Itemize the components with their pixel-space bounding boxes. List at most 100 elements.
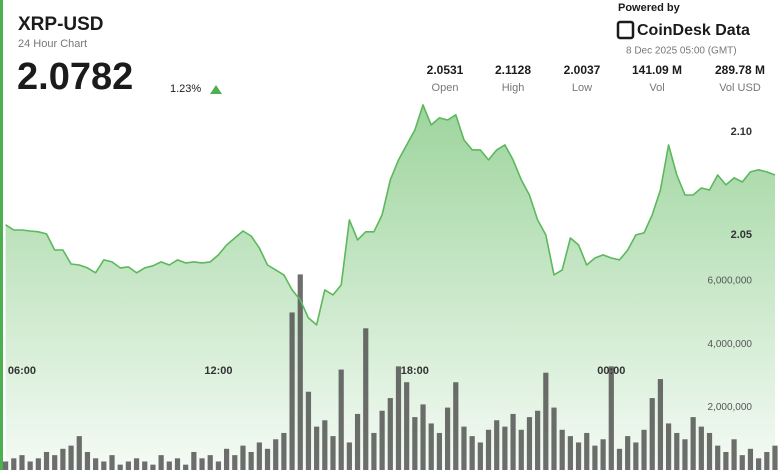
volume-bar: [191, 451, 197, 470]
x-tick-label: 06:00: [8, 365, 36, 377]
volume-bar: [379, 410, 385, 470]
stat-label: Low: [572, 82, 592, 94]
volume-bar: [240, 445, 246, 470]
volume-bar: [281, 432, 287, 470]
volume-bar: [526, 417, 533, 470]
volume-bar: [363, 328, 369, 470]
stat-label: High: [502, 82, 525, 94]
volume-bar: [747, 448, 754, 470]
powered-by: Powered by: [618, 2, 681, 14]
volume-bar: [698, 426, 704, 470]
volume-bar: [158, 455, 164, 470]
stat-label: Open: [432, 82, 459, 94]
volume-bar: [404, 382, 410, 470]
volume-bar: [420, 404, 426, 470]
volume-bar: [93, 458, 99, 470]
volume-bar: [436, 432, 443, 470]
stat-value: 2.0531: [427, 63, 464, 77]
volume-bar: [756, 458, 762, 470]
volume-bar: [502, 426, 508, 470]
volume-bar: [575, 442, 582, 470]
volume-bar: [314, 426, 320, 470]
volume-bar: [723, 451, 729, 470]
volume-bar: [584, 432, 590, 470]
title: XRP-USD: [18, 14, 104, 35]
volume-bar: [477, 442, 483, 470]
x-tick-label: 12:00: [204, 365, 232, 377]
volume-bar: [461, 426, 467, 470]
volume-bar: [125, 461, 131, 470]
volume-bar: [346, 442, 352, 470]
stat-label: Vol: [649, 82, 664, 94]
volume-bar: [453, 382, 459, 470]
volume-bar: [690, 417, 696, 470]
volume-bar: [207, 455, 213, 470]
volume-bar: [518, 429, 524, 470]
volume-bar: [3, 461, 9, 470]
volume-bar: [60, 448, 66, 470]
volume-bar: [11, 458, 17, 470]
stat-value: 141.09 M: [632, 63, 682, 77]
y-tick-label: 2.10: [731, 126, 752, 138]
volume-bar: [256, 442, 262, 470]
volume-bar: [330, 436, 336, 470]
volume-bar: [174, 458, 181, 470]
volume-bar: [674, 432, 680, 470]
volume-bar: [101, 461, 107, 470]
volume-bar: [84, 451, 91, 470]
volume-bar: [35, 458, 41, 470]
volume-bar: [551, 407, 557, 470]
volume-bar: [76, 436, 82, 470]
stat-value: 289.78 M: [715, 63, 765, 77]
volume-bar: [485, 429, 492, 470]
volume-bar: [322, 420, 328, 470]
volume-bar: [469, 436, 475, 470]
volume-bar: [183, 464, 189, 470]
volume-bar: [43, 451, 50, 470]
volume-bar: [608, 366, 614, 470]
volume-bar: [444, 407, 451, 470]
volume-bar: [199, 458, 205, 470]
volume-bar: [567, 436, 573, 470]
volume-bar: [535, 410, 541, 470]
x-tick-label: 00:00: [597, 365, 625, 377]
volume-bar: [215, 461, 222, 470]
volume-bar: [510, 413, 516, 470]
volume-bar: [232, 455, 238, 470]
volume-bar: [665, 423, 672, 470]
volume-bar: [150, 464, 156, 470]
volume-bar: [223, 448, 230, 470]
volume-bar: [649, 398, 655, 470]
y2-tick-label: 6,000,000: [708, 275, 753, 286]
volume-bar: [625, 436, 631, 470]
volume-bar: [371, 432, 377, 470]
volume-bar: [305, 391, 312, 470]
date: 8 Dec 2025 05:00 (GMT): [626, 46, 737, 57]
brand-logo: [616, 20, 635, 40]
left-accent: [0, 0, 3, 470]
volume-bar: [592, 445, 598, 470]
volume-bar: [428, 423, 434, 470]
volume-bar: [600, 439, 606, 470]
volume-bar: [739, 455, 745, 470]
volume-bar: [633, 442, 639, 470]
volume-bar: [109, 455, 115, 470]
volume-bar: [354, 413, 361, 470]
volume-bar: [338, 369, 344, 470]
volume-bar: [731, 439, 737, 470]
volume-bar: [297, 274, 303, 470]
up-arrow: [210, 85, 222, 94]
volume-bar: [289, 312, 295, 470]
volume-bar: [715, 445, 721, 470]
brand: CoinDesk Data: [637, 22, 750, 39]
volume-bar: [543, 372, 549, 470]
volume-bar: [273, 439, 279, 470]
volume-bar: [264, 448, 271, 470]
volume-bar: [494, 420, 500, 470]
volume-bar: [641, 429, 647, 470]
volume-bar: [117, 464, 123, 470]
price-area: [5, 104, 775, 470]
volume-bar: [395, 366, 402, 470]
